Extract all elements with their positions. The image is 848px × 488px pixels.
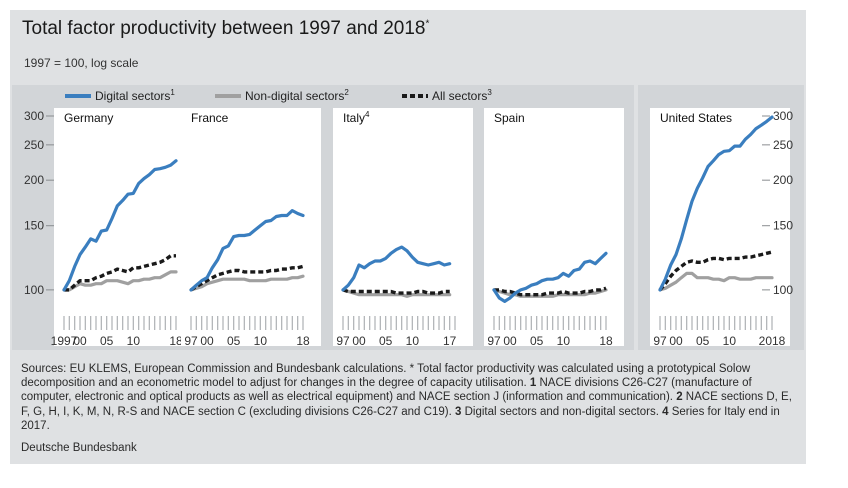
series-line-digital xyxy=(341,245,452,292)
series-line-all xyxy=(190,264,304,292)
panel-background xyxy=(484,108,624,346)
panel-background xyxy=(181,108,321,346)
y-tick-label-left: 250 xyxy=(24,138,44,152)
panel-title: France xyxy=(191,111,229,125)
series-line-nondigital xyxy=(62,270,178,292)
y-tick-label-left: 100 xyxy=(24,283,44,297)
y-tick-label-left: 300 xyxy=(24,109,44,123)
x-tick-label: 00 xyxy=(503,334,517,348)
x-tick-label: 05 xyxy=(100,334,114,348)
legend-label-nondigital: Non-digital sectors2 xyxy=(245,88,349,103)
panel-title: United States xyxy=(660,111,732,125)
x-tick-label: 05 xyxy=(696,334,710,348)
y-tick-label-left: 150 xyxy=(24,219,44,233)
panel-title: Spain xyxy=(494,111,525,125)
x-tick-label: 10 xyxy=(406,334,420,348)
note-number-1: 1 xyxy=(529,377,537,390)
x-tick-label: 00 xyxy=(73,334,87,348)
x-tick-label: 10 xyxy=(127,334,141,348)
series-line-nondigital xyxy=(189,274,305,292)
y-tick-label-right: 100 xyxy=(773,283,793,297)
chart-title: Total factor productivity between 1997 a… xyxy=(22,18,430,39)
note-text-1: NACE divisions C26-C27 (manufacture of c… xyxy=(21,377,752,404)
series-line-all xyxy=(658,250,773,292)
series-line-digital xyxy=(492,251,608,303)
series-line-all xyxy=(342,288,450,295)
chart-subtitle: 1997 = 100, log scale xyxy=(24,56,139,70)
series-line-digital xyxy=(189,209,305,292)
legend-label-all: All sectors3 xyxy=(432,88,492,103)
panel-background xyxy=(54,108,194,346)
x-tick-label: 05 xyxy=(530,334,544,348)
panel-italy: Italy4 97 00 05 10 17 xyxy=(333,108,473,348)
x-tick-label: 18 xyxy=(296,334,310,348)
series-line-digital xyxy=(658,115,774,292)
x-tick-label: 18 xyxy=(169,334,183,348)
x-tick-label: 10 xyxy=(723,334,737,348)
y-tick-label-right: 200 xyxy=(773,173,793,187)
x-tick-label: 00 xyxy=(669,334,683,348)
notes-sources: Sources: EU KLEMS, European Commission a… xyxy=(21,363,751,390)
x-tick-label: 10 xyxy=(254,334,268,348)
note-number-2: 2 xyxy=(676,391,683,404)
panel-title: Italy4 xyxy=(343,110,370,125)
x-tick-label: 17 xyxy=(443,334,457,348)
x-tick-label: 97 xyxy=(184,334,198,348)
x-tick-label: 2018 xyxy=(759,334,786,348)
series-line-digital xyxy=(62,159,178,292)
series-line-all xyxy=(494,286,607,297)
y-tick-label-right: 250 xyxy=(773,138,793,152)
panel-title: Germany xyxy=(64,111,113,125)
x-tick-label: 10 xyxy=(557,334,571,348)
source-credit: Deutsche Bundesbank xyxy=(21,442,137,454)
legend: Digital sectors1 Non-digital sectors2 All … xyxy=(65,88,492,103)
x-tick-label: 00 xyxy=(352,334,366,348)
note-text-3: Digital sectors and non-digital sectors. xyxy=(464,405,659,418)
panel-united-states: United States 97 00 05 10 2018 xyxy=(650,108,790,348)
figure: Total factor productivity between 1997 a… xyxy=(10,10,806,464)
note-number-4: 4 xyxy=(662,405,669,418)
x-tick-label: 05 xyxy=(227,334,241,348)
x-tick-label: 00 xyxy=(200,334,214,348)
legend-label-digital: Digital sectors1 xyxy=(95,88,175,103)
x-tick-label: 1997 xyxy=(51,334,78,348)
panel-spain: Spain 97 00 05 10 18 xyxy=(484,108,624,348)
x-tick-label: 05 xyxy=(379,334,393,348)
panel-background xyxy=(650,108,790,346)
y-tick-label-right: 150 xyxy=(773,219,793,233)
note-number-3: 3 xyxy=(454,405,462,418)
x-tick-label: 97 xyxy=(336,334,350,348)
x-tick-label: 97 xyxy=(653,334,667,348)
note-text-2: NACE sections D, E, F, G, H, I, K, M, N,… xyxy=(21,391,792,418)
note-text-4: Series for Italy end in 2017. xyxy=(21,405,780,432)
series-line-nondigital xyxy=(658,271,774,292)
panel-france: France 97 00 05 10 18 xyxy=(181,108,321,348)
x-tick-label: 97 xyxy=(487,334,501,348)
x-tick-label: 18 xyxy=(599,334,613,348)
chart-area: Digital sectors1 Non-digital sectors2 All … xyxy=(12,85,804,350)
y-tick-label-right: 300 xyxy=(773,109,793,123)
footnotes: Sources: EU KLEMS, European Commission a… xyxy=(21,362,799,433)
panel-background xyxy=(333,108,473,346)
y-tick-label-left: 200 xyxy=(24,173,44,187)
